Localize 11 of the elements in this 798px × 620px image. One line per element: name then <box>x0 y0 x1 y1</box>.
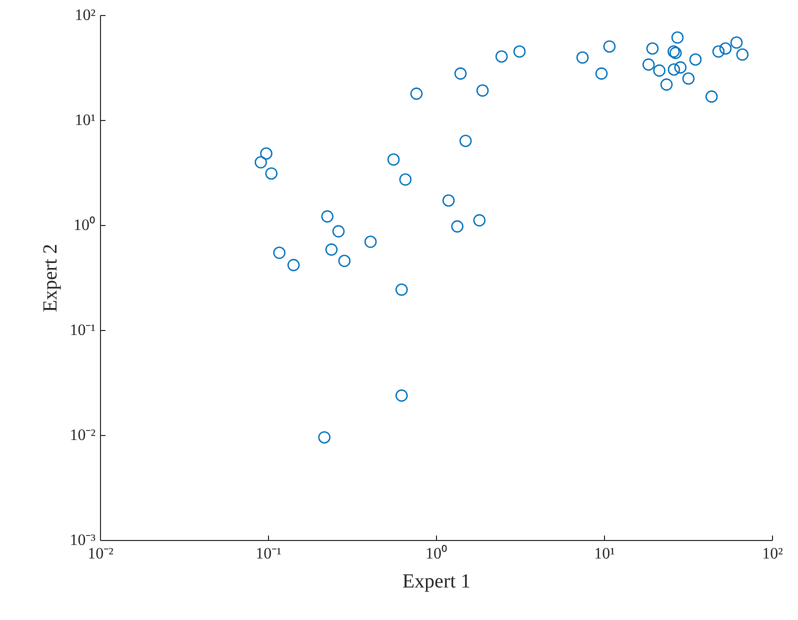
y-tick-label: 10⁻¹ <box>70 322 96 339</box>
y-tick-label: 10⁻² <box>70 427 96 444</box>
y-axis-title: Expert 2 <box>40 244 62 312</box>
y-tick-label: 10⁰ <box>74 216 96 234</box>
x-tick-label: 10⁻¹ <box>256 546 282 562</box>
x-tick-label: 10⁰ <box>426 544 448 562</box>
y-tick-label: 10¹ <box>74 112 96 129</box>
x-tick-label: 10² <box>762 546 784 562</box>
y-tick-label: 10² <box>74 7 96 24</box>
x-tick-label: 10¹ <box>594 546 616 562</box>
x-axis-title: Expert 1 <box>402 570 471 592</box>
